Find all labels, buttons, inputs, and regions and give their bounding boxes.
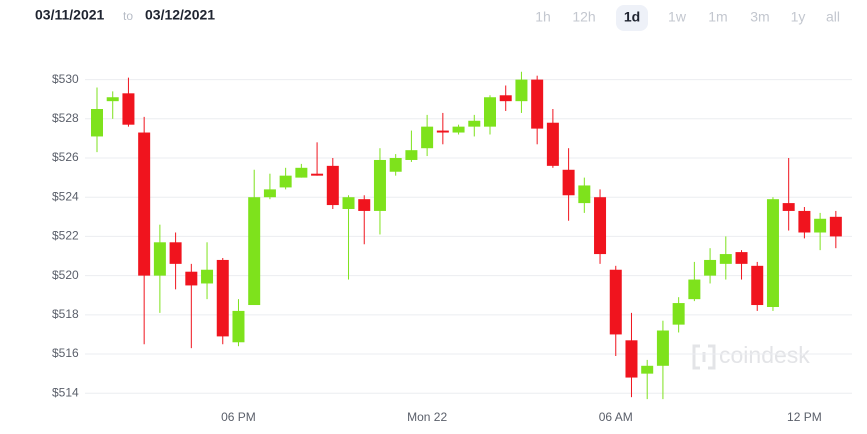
candle-body <box>342 197 355 209</box>
candle-body <box>232 310 245 343</box>
candle-body <box>436 130 449 133</box>
y-tick-label: $530 <box>52 72 79 86</box>
candle-body <box>735 252 748 264</box>
y-tick-label: $514 <box>52 385 79 399</box>
range-button[interactable]: 1w <box>668 9 687 25</box>
candle-body <box>153 242 166 276</box>
candle-body <box>531 79 544 129</box>
candle-body <box>421 126 434 149</box>
date-from: 03/11/2021 <box>35 7 105 23</box>
candle-body <box>311 173 324 176</box>
candle-body <box>216 259 229 337</box>
candle-body <box>405 150 418 160</box>
candle-body <box>138 132 151 276</box>
candle-body <box>656 330 669 366</box>
candle-body <box>373 159 386 211</box>
y-tick-label: $516 <box>52 346 79 360</box>
plot <box>91 71 842 400</box>
x-tick-label: 06 PM <box>221 410 256 424</box>
y-tick-label: $522 <box>52 229 79 243</box>
candle-body <box>688 279 701 300</box>
candle-body <box>562 169 575 196</box>
candle-body <box>169 242 182 264</box>
candle-body <box>672 303 685 325</box>
range-selected-bg <box>616 5 648 31</box>
candle-body <box>609 269 622 335</box>
candle-body <box>515 79 528 102</box>
range-button[interactable]: 12h <box>572 9 595 25</box>
x-tick-label: Mon 22 <box>407 410 447 424</box>
candle-body <box>122 93 135 125</box>
candle-body <box>766 199 779 307</box>
grid: $514 $516 $518 $520 $522 $524 $526 $528 $530 06 P… <box>52 72 852 424</box>
candle-body <box>546 122 559 166</box>
candle-body <box>279 175 292 188</box>
candle-body <box>452 126 465 133</box>
range-button[interactable]: 1y <box>791 9 806 25</box>
candle-body <box>704 259 717 276</box>
candle-body <box>326 165 339 206</box>
watermark-text: coindesk <box>719 342 810 368</box>
watermark: coindesk <box>692 342 810 370</box>
range-button[interactable]: 1h <box>535 9 551 25</box>
candle-body <box>389 158 402 172</box>
range-selector: 1h 12h 1d 1w 1m 3m 1y all <box>535 5 840 31</box>
candle-body <box>829 216 842 237</box>
y-tick-label: $526 <box>52 150 79 164</box>
y-tick-label: $518 <box>52 307 79 321</box>
candle-body <box>185 271 198 286</box>
candle-body <box>248 197 261 306</box>
range-button[interactable]: 1m <box>708 9 727 25</box>
candle-body <box>751 265 764 306</box>
date-to: 03/12/2021 <box>145 7 215 23</box>
range-button[interactable]: 3m <box>750 9 769 25</box>
candle-body <box>719 254 732 264</box>
candle-body <box>814 218 827 233</box>
candle-body <box>106 97 119 102</box>
candle-body <box>468 120 481 127</box>
date-separator: to <box>123 9 133 23</box>
range-button[interactable]: all <box>826 9 840 25</box>
candle-body <box>578 185 591 204</box>
candle-body <box>499 95 512 102</box>
candle-body <box>594 197 607 255</box>
x-tick-label: 12 PM <box>787 410 822 424</box>
candle-body <box>641 365 654 374</box>
candle-body <box>782 203 795 211</box>
candle-body <box>263 189 276 198</box>
candle-body <box>625 340 638 378</box>
range-button[interactable]: 1d <box>624 9 640 25</box>
y-tick-label: $520 <box>52 268 79 282</box>
y-tick-label: $524 <box>52 189 79 203</box>
candle-body <box>295 167 308 178</box>
candle-body <box>484 97 496 127</box>
y-tick-label: $528 <box>52 111 79 125</box>
candle-body <box>91 109 103 137</box>
candle-body <box>358 199 371 211</box>
candle-body <box>798 210 811 233</box>
candle-body <box>201 269 214 284</box>
x-tick-label: 06 AM <box>599 410 633 424</box>
